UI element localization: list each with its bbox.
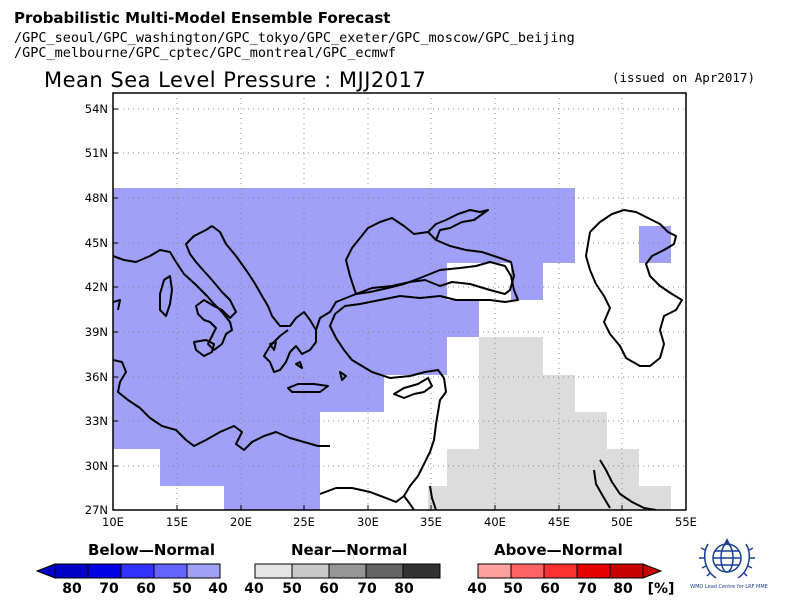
logo-caption: WMO Lead Centre for LRF MME: [690, 584, 768, 590]
lon-tick-label: 50E: [611, 515, 633, 529]
legend-swatch: [120, 563, 155, 579]
lon-tick-label: 40E: [484, 515, 506, 529]
legend-label: 60: [136, 581, 156, 597]
lat-tick-label: 51N: [85, 146, 108, 160]
lat-tick-label: 39N: [85, 325, 108, 339]
legend-colorbar: [35, 563, 663, 579]
map-grid: [113, 93, 686, 510]
legend-arrow-left: [35, 563, 56, 579]
legend-swatch: [365, 563, 404, 579]
issued-date: (issued on Apr2017): [612, 70, 755, 85]
legend-label: 40: [244, 581, 264, 597]
legend-swatch: [153, 563, 188, 579]
lon-tick-label: 20E: [230, 515, 252, 529]
legend-label: 40: [208, 581, 228, 597]
map-frame: [112, 92, 687, 511]
legend-swatch: [254, 563, 293, 579]
legend-label: 40: [467, 581, 487, 597]
legend-label: 50: [503, 581, 523, 597]
lat-tick-label: 27N: [85, 503, 108, 517]
legend-label: 60: [540, 581, 560, 597]
legend-swatch: [543, 563, 578, 579]
legend-swatch: [402, 563, 441, 579]
legend-swatch: [609, 563, 644, 579]
legend-near-normal-title: Near—Normal: [291, 541, 408, 559]
gpc-list-line-2: /GPC_melbourne/GPC_cptec/GPC_montreal/GP…: [14, 45, 397, 61]
legend-swatch: [291, 563, 330, 579]
map-title: Mean Sea Level Pressure : MJJ2017: [44, 68, 427, 92]
legend-arrow-right: [642, 563, 663, 579]
page-title: Probabilistic Multi-Model Ensemble Forec…: [14, 9, 391, 27]
legend-label: 80: [613, 581, 633, 597]
below-normal-region-caspian: [639, 226, 671, 263]
axis-ticks: [113, 108, 623, 510]
legend-swatch: [87, 563, 122, 579]
legend-label: 50: [172, 581, 192, 597]
legend-label: 80: [394, 581, 414, 597]
lon-tick-label: 30E: [357, 515, 379, 529]
lat-tick-label: 42N: [85, 280, 108, 294]
legend-label: 70: [99, 581, 119, 597]
legend-below-normal-title: Below—Normal: [88, 541, 216, 559]
legend-label: 60: [319, 581, 339, 597]
legend-above-normal-title: Above—Normal: [494, 541, 623, 559]
lat-tick-label: 45N: [85, 236, 108, 250]
legend-swatch: [477, 563, 512, 579]
near-normal-region: [428, 337, 671, 510]
legend-label: 70: [357, 581, 377, 597]
legend-swatch: [510, 563, 545, 579]
lon-tick-label: 25E: [293, 515, 315, 529]
lat-tick-label: 33N: [85, 414, 108, 428]
legend-swatch: [186, 563, 221, 579]
lon-tick-label: 10E: [102, 515, 124, 529]
lon-tick-label: 15E: [166, 515, 188, 529]
lon-tick-label: 55E: [675, 515, 697, 529]
legend-swatch: [54, 563, 89, 579]
legend-swatch: [576, 563, 611, 579]
lat-tick-label: 30N: [85, 459, 108, 473]
lon-tick-label: 45E: [548, 515, 570, 529]
lat-tick-label: 54N: [85, 102, 108, 116]
lat-tick-label: 36N: [85, 370, 108, 384]
legend-unit: [%]: [648, 581, 675, 597]
wmo-logo-icon: [699, 538, 755, 579]
legend-label: 80: [62, 581, 82, 597]
lat-tick-label: 48N: [85, 191, 108, 205]
gpc-list-line-1: /GPC_seoul/GPC_washington/GPC_tokyo/GPC_…: [14, 30, 575, 46]
legend-label: 70: [577, 581, 597, 597]
legend-label: 50: [282, 581, 302, 597]
lon-tick-label: 35E: [420, 515, 442, 529]
coastlines: [113, 209, 683, 510]
legend-swatch: [328, 563, 367, 579]
